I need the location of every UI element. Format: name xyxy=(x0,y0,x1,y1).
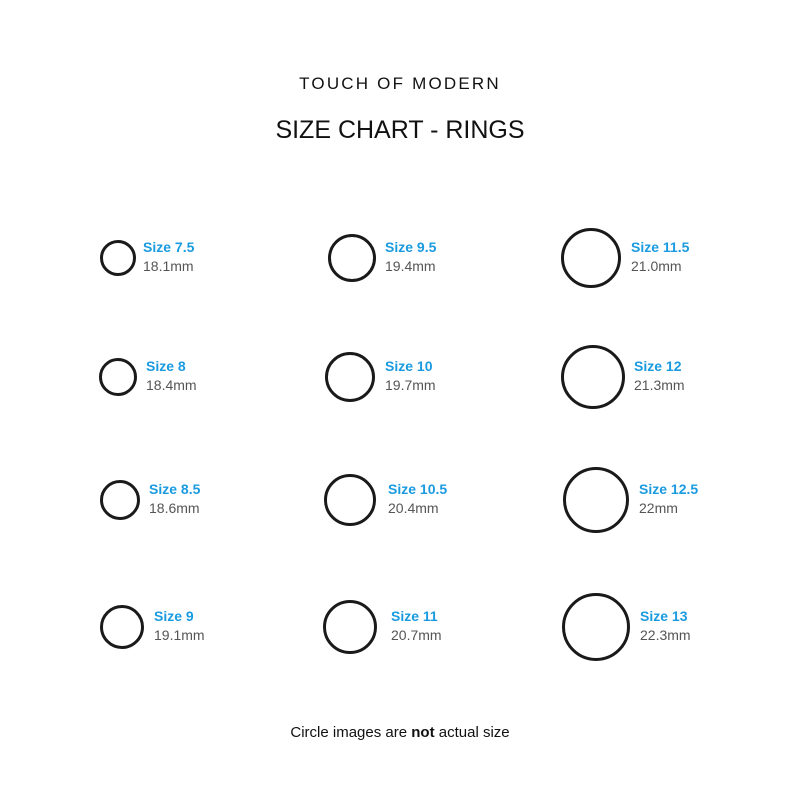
ring-circle xyxy=(563,467,629,533)
ring-size: Size 13 xyxy=(640,608,688,624)
ring-diameter: 21.0mm xyxy=(631,258,682,274)
footer-text: Circle images are xyxy=(290,724,412,741)
ring-label: Size 7.5 18.1mm xyxy=(143,238,194,276)
ring-circle xyxy=(328,234,376,282)
ring-label: Size 10.5 20.4mm xyxy=(388,480,447,518)
ring-label: Size 12.5 22mm xyxy=(639,480,698,518)
footer-bold: not xyxy=(411,724,435,741)
ring-circle xyxy=(325,352,375,402)
ring-size: Size 8.5 xyxy=(149,481,201,497)
ring-label: Size 8.5 18.6mm xyxy=(149,480,200,518)
ring-size: Size 10 xyxy=(385,358,433,374)
ring-size: Size 7.5 xyxy=(143,239,195,255)
ring-diameter: 19.1mm xyxy=(154,627,205,643)
brand-logo: TOUCH OF MODERN xyxy=(299,74,501,93)
page-title: SIZE CHART - RINGS xyxy=(275,116,525,144)
ring-diameter: 20.4mm xyxy=(388,500,439,516)
ring-circle xyxy=(561,228,621,288)
ring-label: Size 8 18.4mm xyxy=(146,357,197,395)
ring-size: Size 12.5 xyxy=(639,481,699,497)
ring-size: Size 8 xyxy=(146,358,186,374)
footer-note: Circle images are not actual size xyxy=(0,724,800,741)
ring-diameter: 18.6mm xyxy=(149,500,200,516)
ring-circle xyxy=(561,345,625,409)
ring-label: Size 13 22.3mm xyxy=(640,607,691,645)
ring-size: Size 9.5 xyxy=(385,239,437,255)
ring-size: Size 9 xyxy=(154,608,194,624)
ring-diameter: 22.3mm xyxy=(640,627,691,643)
ring-label: Size 11.5 21.0mm xyxy=(631,238,689,276)
ring-label: Size 10 19.7mm xyxy=(385,357,436,395)
ring-circle xyxy=(100,240,136,276)
ring-diameter: 20.7mm xyxy=(391,627,442,643)
ring-circle xyxy=(323,600,377,654)
ring-diameter: 18.1mm xyxy=(143,258,194,274)
ring-circle xyxy=(99,358,137,396)
ring-circle xyxy=(324,474,376,526)
ring-label: Size 12 21.3mm xyxy=(634,357,685,395)
ring-label: Size 11 20.7mm xyxy=(391,607,442,645)
ring-label: Size 9 19.1mm xyxy=(154,607,205,645)
ring-diameter: 22mm xyxy=(639,500,678,516)
ring-circle xyxy=(562,593,630,661)
ring-size: Size 10.5 xyxy=(388,481,448,497)
ring-diameter: 21.3mm xyxy=(634,377,685,393)
ring-size: Size 11 xyxy=(391,608,438,624)
ring-circle xyxy=(100,480,140,520)
ring-size: Size 12 xyxy=(634,358,682,374)
ring-diameter: 18.4mm xyxy=(146,377,197,393)
ring-label: Size 9.5 19.4mm xyxy=(385,238,436,276)
ring-circle xyxy=(100,605,144,649)
footer-text-end: actual size xyxy=(434,724,510,741)
ring-size: Size 11.5 xyxy=(631,239,690,255)
ring-diameter: 19.4mm xyxy=(385,258,436,274)
ring-diameter: 19.7mm xyxy=(385,377,436,393)
